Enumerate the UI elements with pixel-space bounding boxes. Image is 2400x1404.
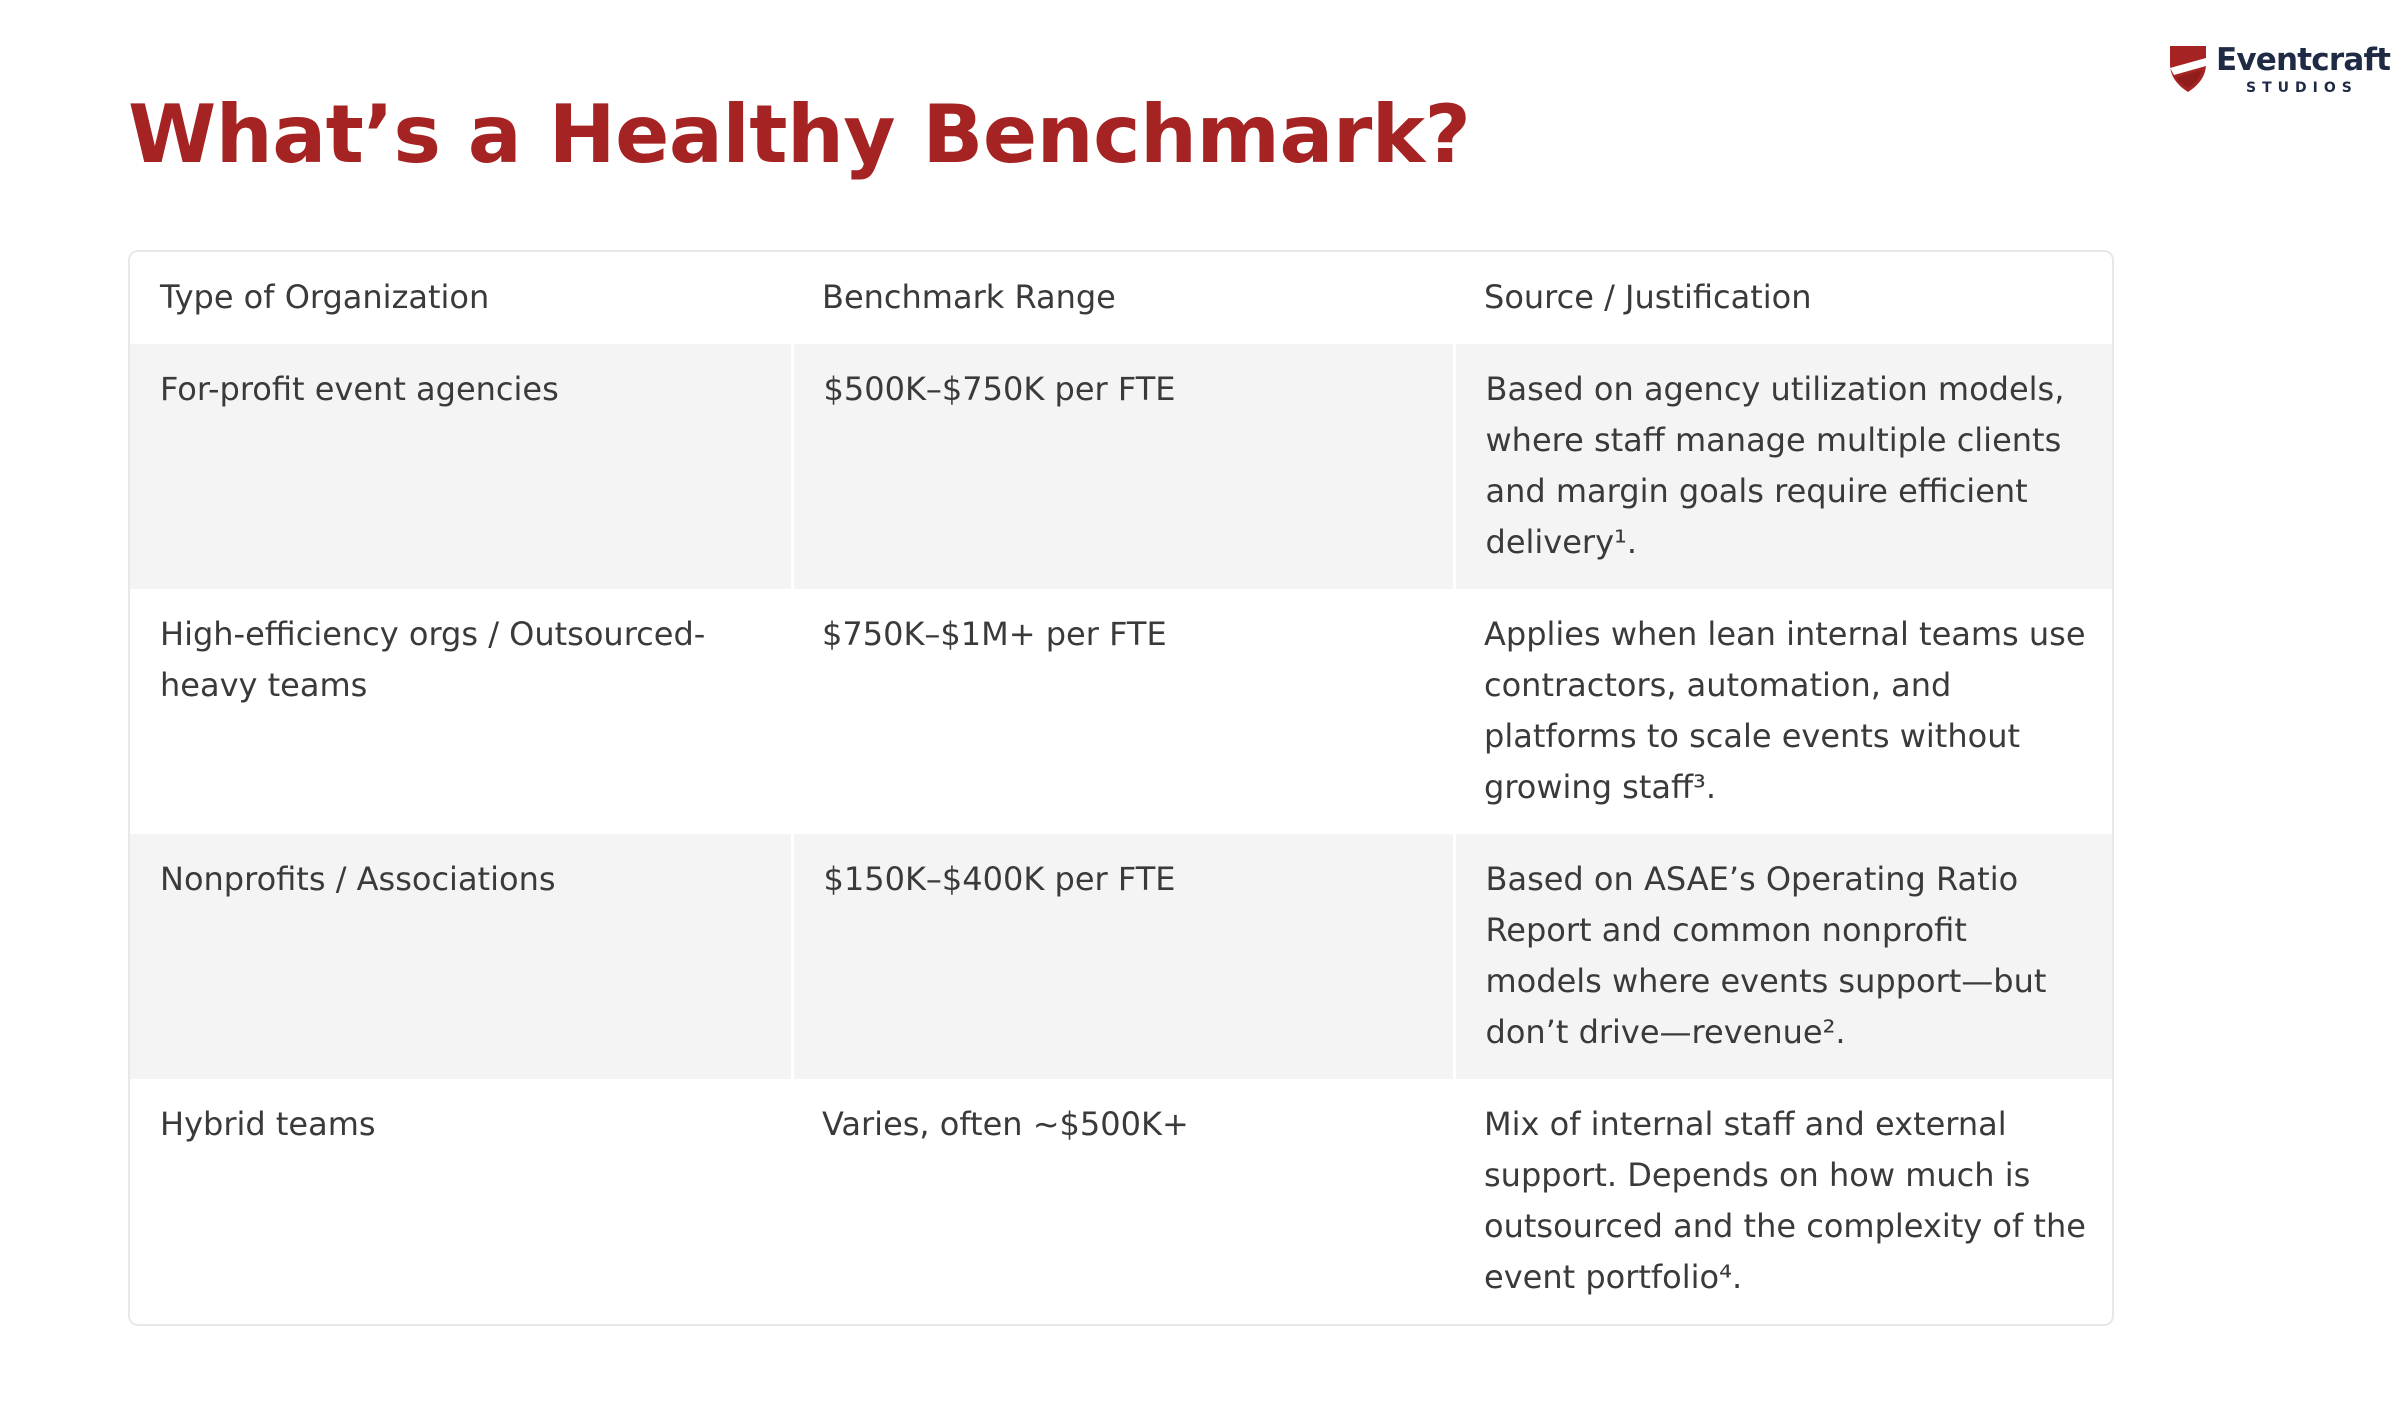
cell-source: Based on ASAE’s Operating Ratio Report a… [1452,834,2112,1079]
cell-range: $750K–$1M+ per FTE [822,615,1167,653]
cell-source: Applies when lean internal teams use con… [1484,615,2086,806]
table-row: High-efficiency orgs / Outsourced-heavy … [130,589,2112,834]
cell-range: $500K–$750K per FTE [790,344,1454,589]
cell-source: Based on agency utilization models, wher… [1452,344,2112,589]
table-header-row: Type of Organization Benchmark Range Sou… [130,252,2112,344]
cell-type: Nonprofits / Associations [130,834,792,1079]
cell-type: High-efficiency orgs / Outsourced-heavy … [160,615,706,704]
table-row: Hybrid teams Varies, often ~$500K+ Mix o… [130,1079,2112,1322]
table-row: For-profit event agencies $500K–$750K pe… [130,344,2112,589]
logo-name: Eventcraft [2216,42,2391,78]
cell-range: $150K–$400K per FTE [790,834,1454,1079]
table-row: Nonprofits / Associations $150K–$400K pe… [130,834,2112,1079]
shield-logo-icon [2170,46,2206,92]
header-type-of-organization: Type of Organization [130,252,792,344]
page-title: What’s a Healthy Benchmark? [128,88,1471,181]
header-benchmark-range: Benchmark Range [792,252,1454,344]
benchmark-table-container: Type of Organization Benchmark Range Sou… [128,250,2114,1326]
cell-type: Hybrid teams [160,1105,376,1143]
cell-type: For-profit event agencies [130,344,792,589]
cell-source: Mix of internal staff and external suppo… [1484,1105,2086,1296]
benchmark-table: Type of Organization Benchmark Range Sou… [130,252,2112,1322]
header-source-justification: Source / Justification [1454,252,2112,344]
cell-range: Varies, often ~$500K+ [822,1105,1189,1143]
company-logo: Eventcraft STUDIOS [2168,42,2391,98]
logo-subtitle: STUDIOS [2246,80,2358,96]
